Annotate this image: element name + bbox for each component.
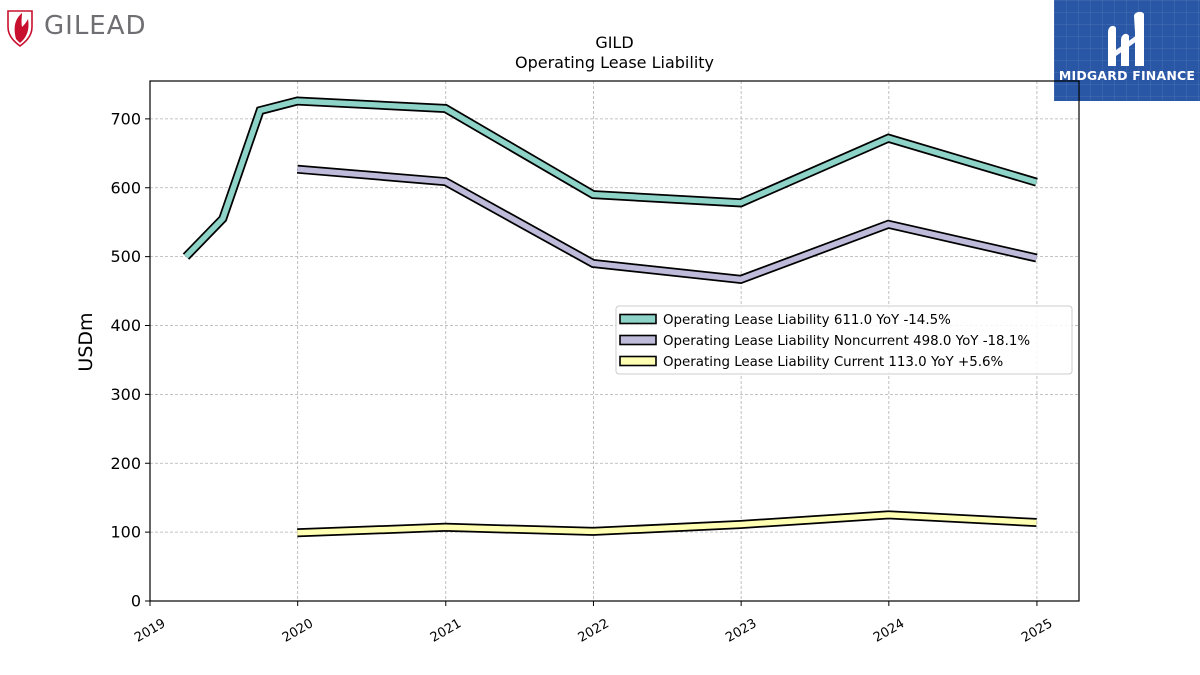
series-lines bbox=[182, 96, 1038, 538]
plot-frame bbox=[149, 80, 1080, 602]
x-tick-label: 2024 bbox=[871, 616, 907, 646]
gilead-flame-icon bbox=[7, 10, 33, 47]
chart-legend: Operating Lease Liability 611.0 YoY -14.… bbox=[615, 305, 1073, 375]
x-tick-label: 2021 bbox=[428, 616, 464, 646]
legend-entry-label: Operating Lease Liability Current 113.0 … bbox=[663, 355, 1003, 370]
brand-name: GILEAD bbox=[44, 11, 147, 41]
badge-name: MIDGARD FINANCE bbox=[1058, 68, 1196, 83]
chart-title: GILD bbox=[595, 33, 633, 52]
y-axis-label: USDm bbox=[75, 312, 97, 371]
legend-box bbox=[615, 305, 1073, 375]
y-tick-label: 300 bbox=[110, 385, 141, 404]
x-tick-label: 2019 bbox=[132, 616, 168, 646]
chart-subtitle: Operating Lease Liability bbox=[515, 53, 714, 72]
legend-entry-label: Operating Lease Liability 611.0 YoY -14.… bbox=[663, 313, 951, 328]
y-tick-label: 500 bbox=[110, 247, 141, 266]
y-tick-label: 700 bbox=[110, 109, 141, 128]
series-line-3 bbox=[297, 512, 1037, 536]
x-tick-label: 2025 bbox=[1019, 616, 1055, 646]
legend-swatch bbox=[619, 355, 657, 367]
series-outline-2 bbox=[296, 164, 1038, 284]
series-line-1 bbox=[184, 98, 1038, 259]
legend-swatch bbox=[619, 313, 657, 325]
brand-logo: GILEAD bbox=[4, 4, 164, 48]
y-tick-label: 0 bbox=[131, 592, 141, 611]
y-tick-label: 600 bbox=[110, 178, 141, 197]
legend-swatch bbox=[619, 334, 657, 346]
x-tick-label: 2020 bbox=[280, 616, 316, 646]
midgard-m-icon bbox=[1108, 11, 1144, 66]
x-tick-label: 2022 bbox=[576, 616, 612, 646]
x-tick-label: 2023 bbox=[723, 616, 759, 646]
y-tick-label: 100 bbox=[110, 523, 141, 542]
midgard-finance-badge: MIDGARD FINANCE bbox=[1054, 0, 1200, 101]
series-line-2 bbox=[297, 166, 1038, 283]
y-tick-label: 400 bbox=[110, 316, 141, 335]
y-tick-label: 200 bbox=[110, 454, 141, 473]
legend-entry-label: Operating Lease Liability Noncurrent 498… bbox=[663, 334, 1030, 349]
